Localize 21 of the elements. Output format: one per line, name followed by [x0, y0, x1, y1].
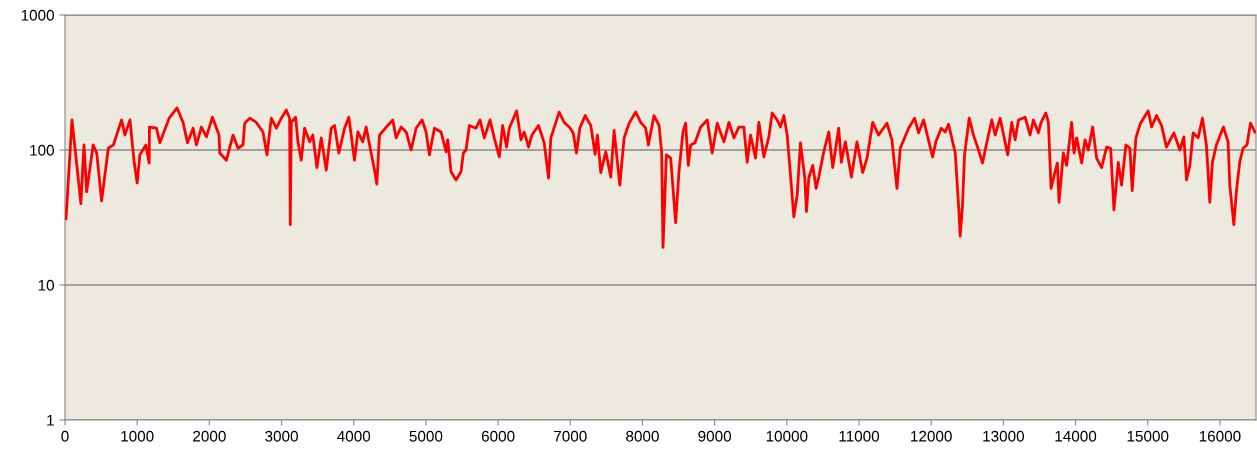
x-tick-label: 8000 — [626, 430, 659, 442]
x-tick-label: 4000 — [337, 430, 371, 442]
y-tick-label: 100 — [30, 144, 54, 156]
x-tick-label: 13000 — [983, 430, 1025, 442]
x-tick-label: 15000 — [1127, 430, 1169, 442]
x-tick-label: 12000 — [911, 430, 952, 442]
y-tick-label: 10 — [38, 279, 54, 291]
x-tick-label: 3000 — [265, 430, 298, 442]
y-tick-label: 1 — [47, 415, 54, 426]
x-tick-label: 14000 — [1055, 430, 1097, 442]
x-tick-label: 9000 — [698, 430, 732, 442]
x-tick-label: 10000 — [766, 430, 808, 442]
x-tick-label: 7000 — [554, 430, 587, 442]
x-tick-label: 6000 — [481, 430, 515, 442]
y-tick-label: 1000 — [21, 9, 54, 21]
x-tick-label: 2000 — [193, 430, 226, 442]
x-tick-label: 0 — [61, 430, 69, 442]
x-tick-label: 11000 — [839, 430, 880, 442]
x-tick-label: 1000 — [121, 430, 154, 442]
x-tick-label: 5000 — [409, 430, 443, 442]
x-tick-label: 16000 — [1199, 430, 1241, 442]
